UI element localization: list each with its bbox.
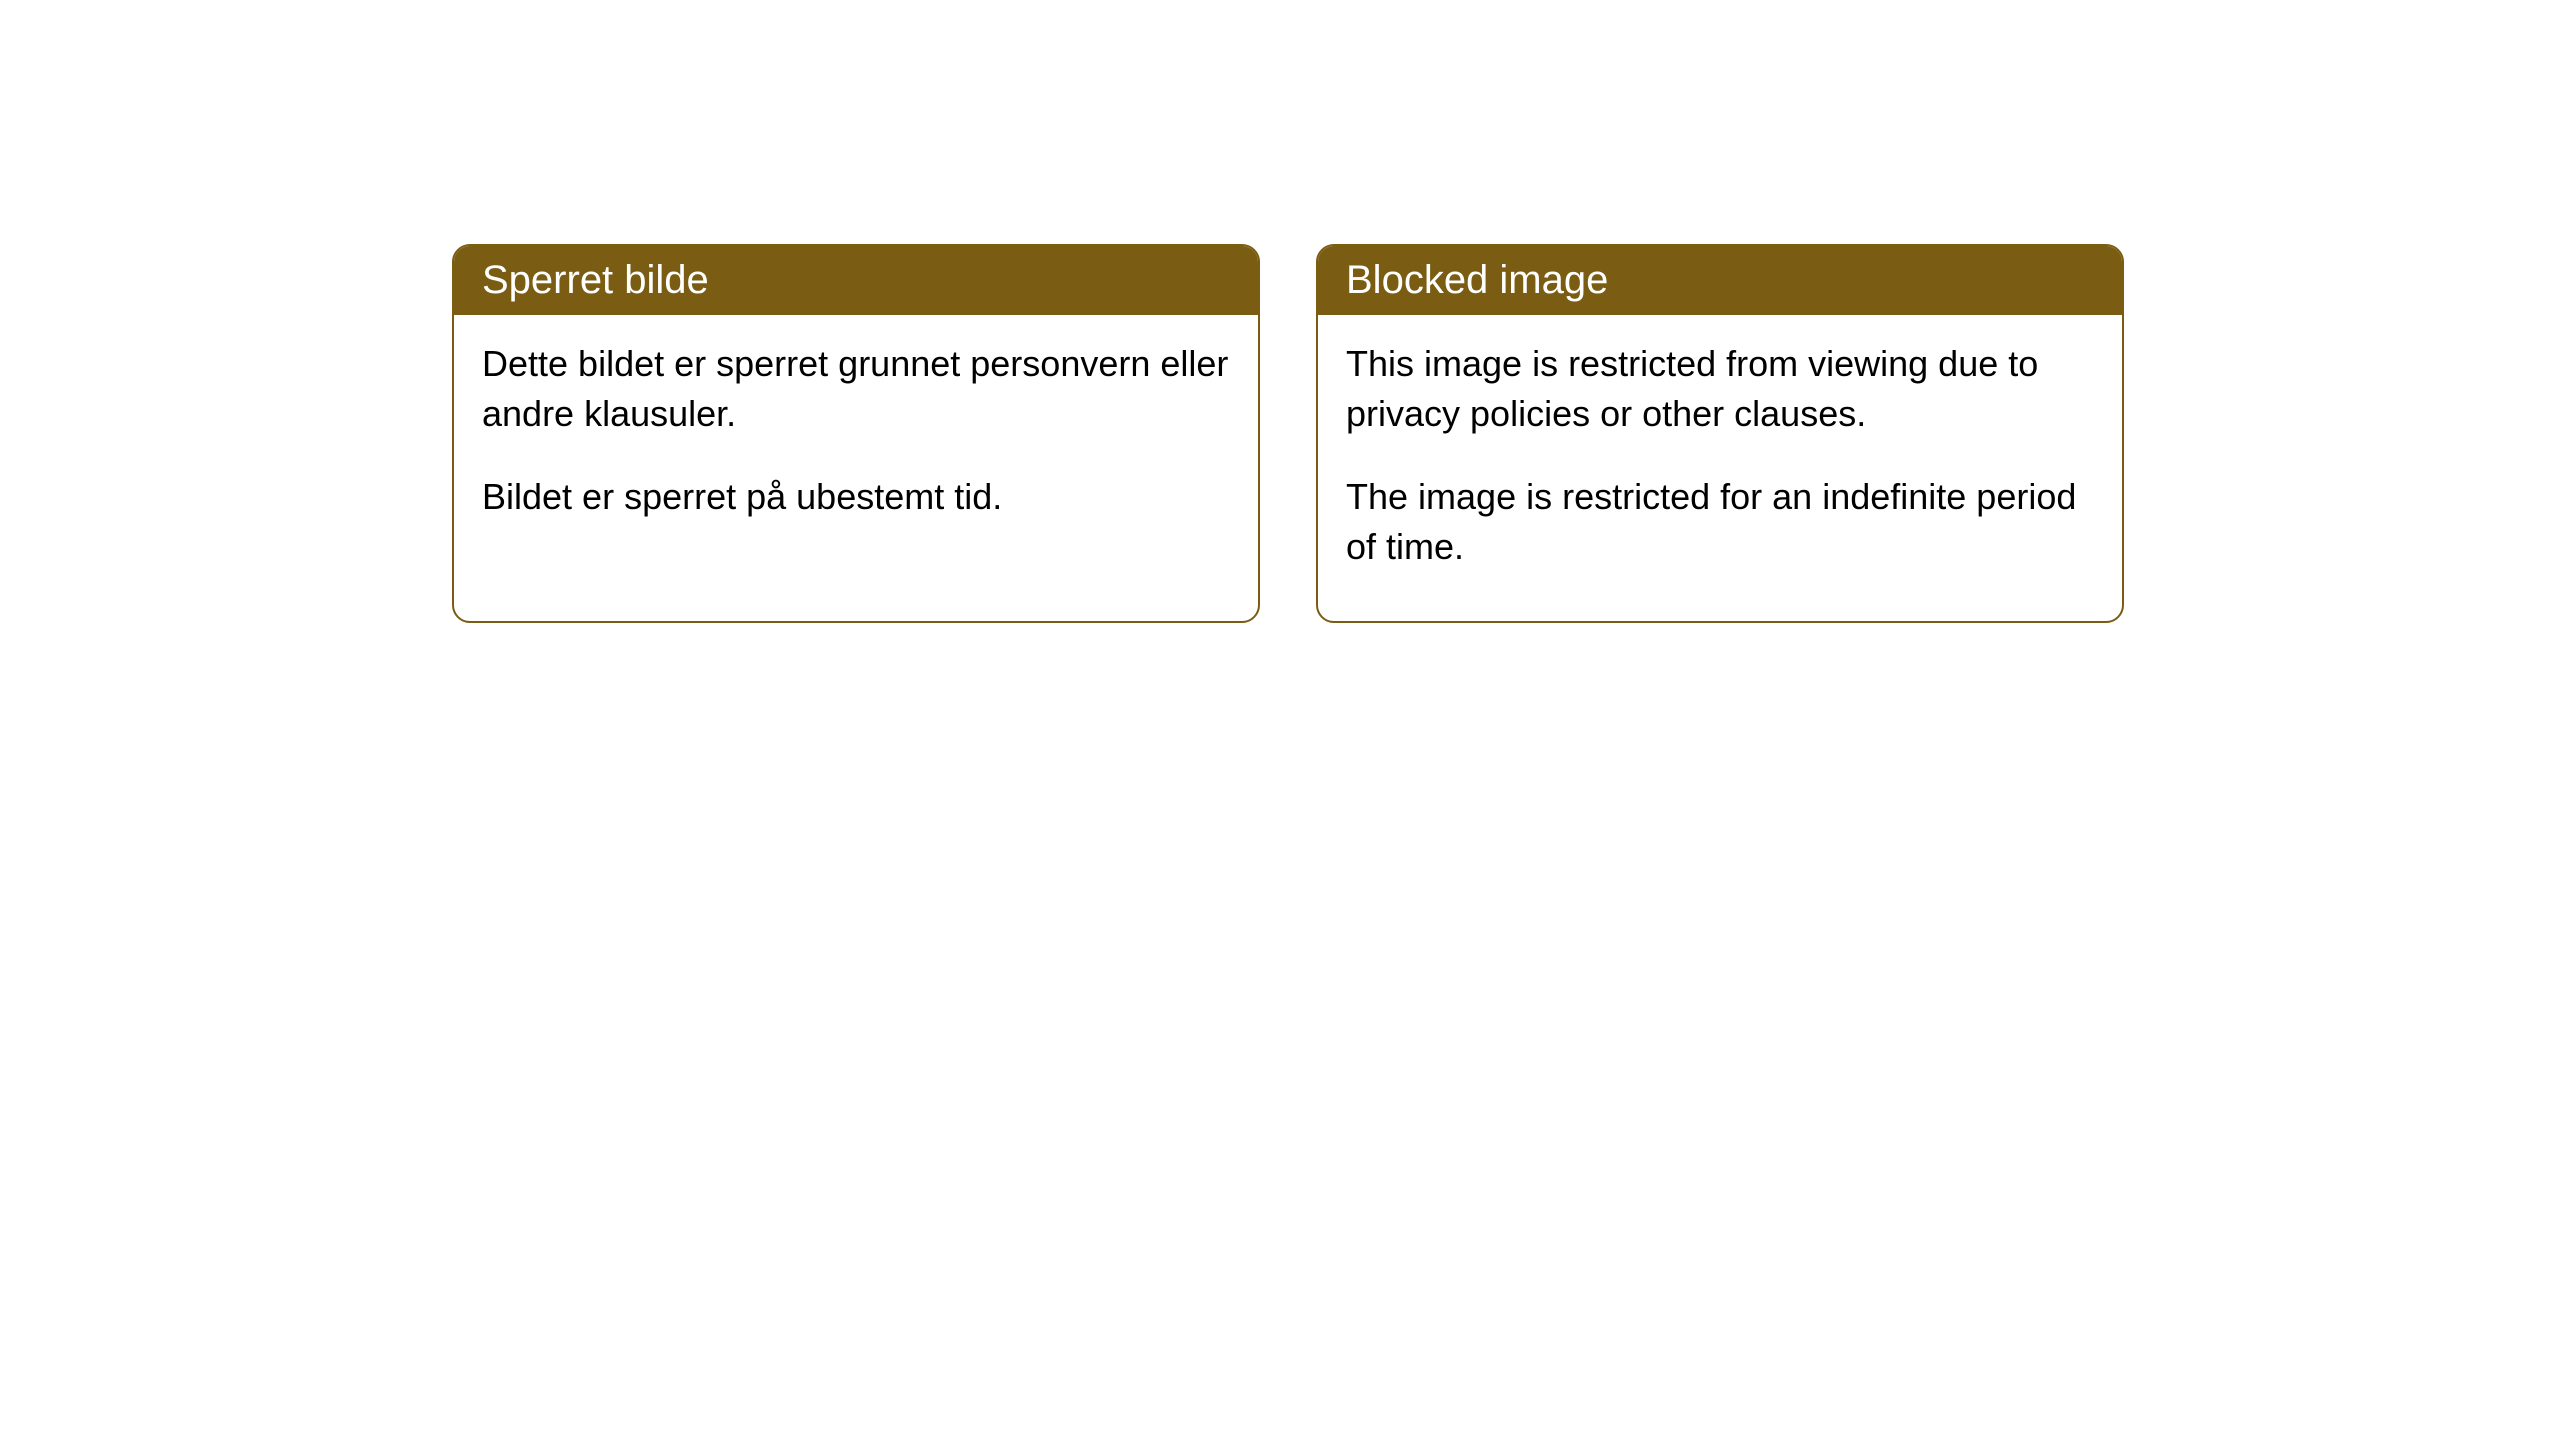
notice-cards-container: Sperret bilde Dette bildet er sperret gr…: [452, 244, 2124, 623]
card-body-english: This image is restricted from viewing du…: [1318, 315, 2122, 621]
card-paragraph-1-norwegian: Dette bildet er sperret grunnet personve…: [482, 339, 1230, 440]
card-title-english: Blocked image: [1346, 258, 1608, 302]
card-title-norwegian: Sperret bilde: [482, 258, 709, 302]
card-body-norwegian: Dette bildet er sperret grunnet personve…: [454, 315, 1258, 570]
card-header-norwegian: Sperret bilde: [454, 246, 1258, 315]
card-paragraph-1-english: This image is restricted from viewing du…: [1346, 339, 2094, 440]
blocked-image-card-english: Blocked image This image is restricted f…: [1316, 244, 2124, 623]
card-paragraph-2-english: The image is restricted for an indefinit…: [1346, 472, 2094, 573]
blocked-image-card-norwegian: Sperret bilde Dette bildet er sperret gr…: [452, 244, 1260, 623]
card-header-english: Blocked image: [1318, 246, 2122, 315]
card-paragraph-2-norwegian: Bildet er sperret på ubestemt tid.: [482, 472, 1230, 522]
